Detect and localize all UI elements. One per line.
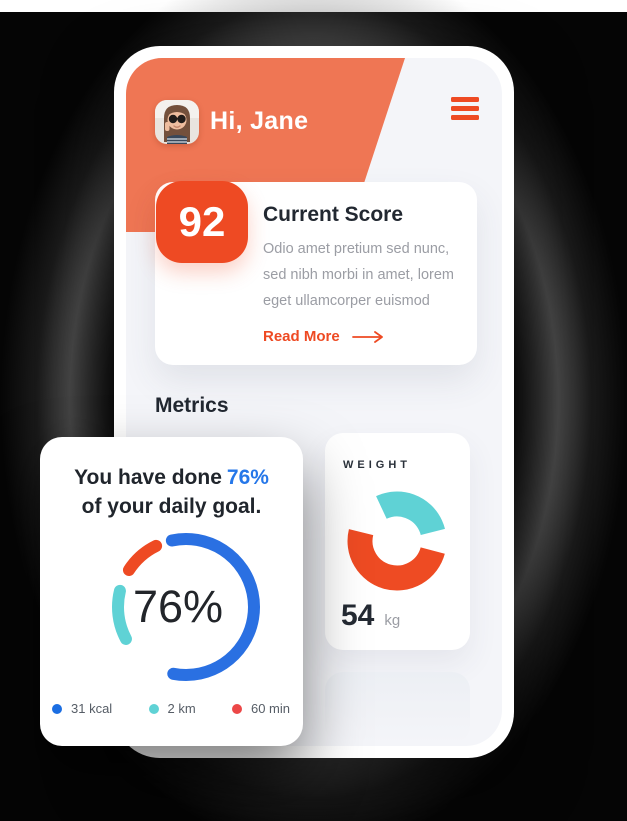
phone-mockup: Hi, Jane 92 Current Score Odio amet pret… bbox=[114, 46, 514, 758]
goal-title-line2: of your daily goal. bbox=[81, 495, 262, 518]
avatar-photo-icon bbox=[155, 100, 199, 144]
next-metric-card-partial bbox=[325, 672, 470, 744]
legend-item-min: 60 min bbox=[231, 701, 290, 716]
background-strip bbox=[0, 0, 627, 12]
weight-unit: kg bbox=[384, 612, 401, 629]
legend-dot-kcal bbox=[52, 703, 62, 714]
legend-label-km: 2 km bbox=[167, 701, 196, 716]
legend-label-min: 60 min bbox=[250, 701, 290, 716]
weight-card: WEIGHT 54 kg bbox=[325, 433, 470, 650]
score-title: Current Score bbox=[263, 203, 404, 226]
legend-label-kcal: 31 kcal bbox=[71, 701, 113, 716]
metrics-heading: Metrics bbox=[155, 394, 229, 417]
progress-percent-label: 76% bbox=[132, 581, 224, 632]
weight-value: 54 bbox=[341, 599, 375, 632]
score-card-body: Current Score Odio amet pretium sed nunc… bbox=[263, 203, 463, 345]
phone-screen: Hi, Jane 92 Current Score Odio amet pret… bbox=[126, 58, 502, 746]
menu-bar bbox=[451, 97, 479, 102]
goal-legend: 31 kcal 2 km 60 min bbox=[40, 701, 303, 716]
arrow-right-icon bbox=[351, 330, 383, 343]
weight-title: WEIGHT bbox=[343, 459, 411, 471]
legend-dot-min bbox=[231, 703, 242, 714]
menu-bar bbox=[451, 106, 479, 111]
goal-card: You have done 76% of your daily goal. 76%… bbox=[40, 437, 303, 746]
goal-progress-ring: 76% bbox=[106, 527, 266, 687]
read-more-link[interactable]: Read More bbox=[263, 328, 463, 345]
menu-bar bbox=[451, 115, 479, 120]
goal-title-percent: 76% bbox=[226, 466, 269, 489]
legend-item-km: 2 km bbox=[148, 701, 196, 716]
weight-value-row: 54 kg bbox=[341, 599, 400, 633]
read-more-label: Read More bbox=[263, 328, 340, 345]
legend-dot-km bbox=[148, 703, 159, 714]
legend-item-kcal: 31 kcal bbox=[52, 701, 112, 716]
score-badge: 92 bbox=[156, 181, 248, 263]
score-card: 92 Current Score Odio amet pretium sed n… bbox=[155, 181, 477, 365]
goal-title-text: You have done bbox=[74, 466, 222, 489]
greeting-text: Hi, Jane bbox=[210, 107, 309, 135]
hamburger-menu-icon[interactable] bbox=[451, 97, 479, 124]
weight-donut-chart bbox=[345, 489, 449, 598]
score-description: Odio amet pretium sed nunc, sed nibh mor… bbox=[263, 241, 454, 309]
avatar[interactable] bbox=[155, 100, 199, 144]
goal-title: You have done 76% of your daily goal. bbox=[40, 463, 303, 521]
donut-segment-progress bbox=[347, 491, 447, 591]
